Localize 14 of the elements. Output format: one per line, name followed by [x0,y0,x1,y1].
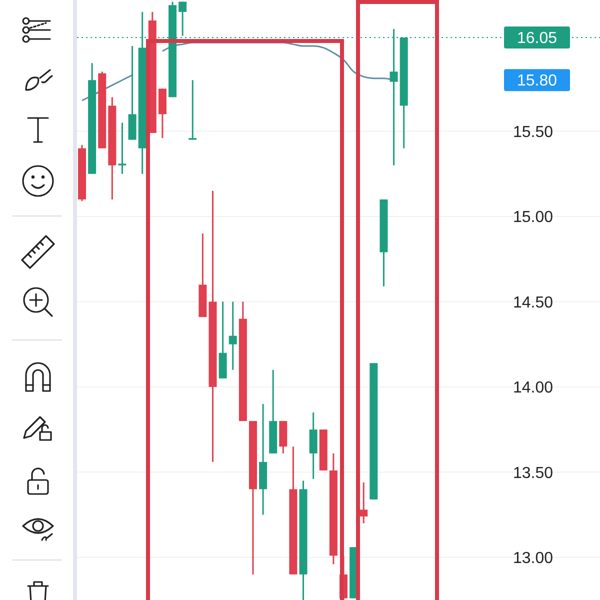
candlestick [188,79,197,141]
y-tick-label: 14.00 [512,380,554,397]
y-tick-label: 13.00 [512,550,554,567]
y-tick-label: 14.50 [512,294,554,312]
y-tick-label: 13.50 [512,464,554,482]
candlestick [118,122,126,175]
candlestick [228,300,237,371]
candlestick [360,482,368,524]
y-tick-label: 15.50 [512,124,554,141]
candlestick [309,412,318,480]
candlestick [178,0,187,37]
annotation: 15.80 [516,72,558,90]
y-tick-label: 15.00 [512,209,554,226]
ref-line-label: 16.05 [516,30,558,48]
